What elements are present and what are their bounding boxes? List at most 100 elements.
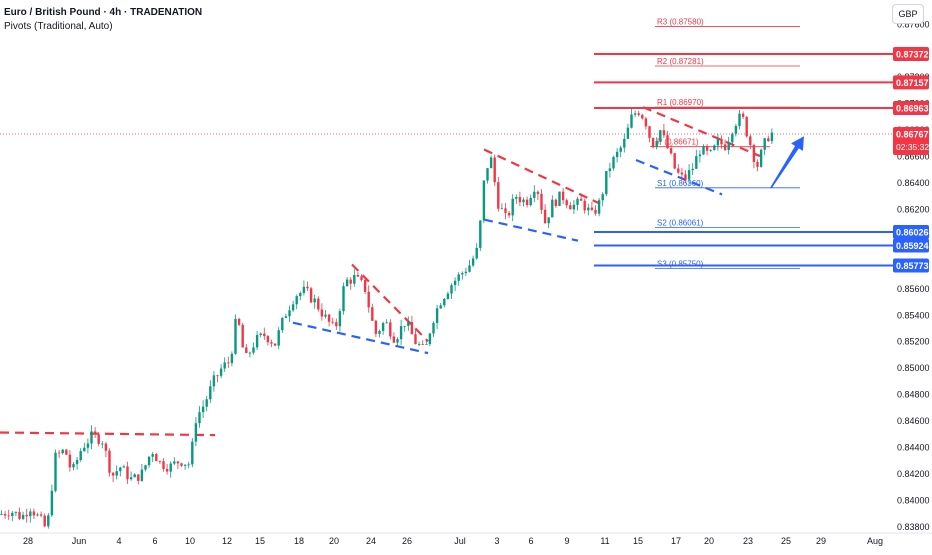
- candle: [259, 332, 262, 338]
- candle-body: [605, 170, 608, 195]
- candle-body: [176, 461, 180, 464]
- candle: [734, 123, 738, 137]
- x-tick-label: 26: [402, 536, 412, 546]
- candle: [594, 205, 597, 216]
- candle: [122, 464, 126, 468]
- candle: [716, 133, 720, 151]
- candle-body: [623, 138, 626, 148]
- candle-body: [770, 132, 774, 142]
- candle: [75, 457, 79, 470]
- y-tick-label: 0.87600: [897, 19, 930, 29]
- candle-body: [432, 322, 435, 334]
- y-tick-label: 0.84800: [897, 390, 930, 400]
- candle-body: [299, 292, 302, 297]
- candle: [612, 155, 615, 171]
- candle: [129, 471, 133, 481]
- candle-body: [227, 362, 230, 364]
- candle-body: [198, 412, 201, 424]
- price-axis[interactable]: [893, 0, 932, 550]
- resistance-trendline[interactable]: [483, 148, 601, 205]
- candle-body: [36, 514, 39, 516]
- x-tick-label: Aug: [867, 536, 883, 546]
- candle: [367, 285, 370, 313]
- candle: [47, 512, 50, 529]
- candle-body: [68, 454, 72, 468]
- candle-body: [479, 220, 482, 248]
- candle-body: [237, 318, 241, 325]
- candle: [119, 466, 122, 477]
- candle: [284, 313, 288, 319]
- candle-body: [597, 200, 601, 214]
- candle-body: [493, 157, 496, 183]
- candle: [554, 198, 558, 208]
- symbol-title[interactable]: Euro / British Pound · 4h · TRADENATION: [4, 7, 203, 18]
- candle: [327, 313, 331, 327]
- candle: [489, 155, 493, 169]
- support-level-tag: [893, 238, 929, 253]
- candle-body: [439, 305, 442, 309]
- candle: [299, 291, 302, 301]
- currency-button[interactable]: GBP: [892, 4, 924, 24]
- candle: [486, 168, 489, 184]
- candle-body: [583, 200, 586, 211]
- candle-body: [626, 127, 630, 139]
- resistance-trendline[interactable]: [642, 106, 761, 158]
- candle: [457, 272, 460, 286]
- support-trendline[interactable]: [292, 321, 429, 355]
- candle-body: [720, 138, 723, 145]
- candle-body: [713, 145, 716, 150]
- x-tick-label: 15: [255, 536, 265, 546]
- candle: [115, 465, 118, 480]
- candle: [651, 137, 655, 149]
- candle: [529, 194, 532, 207]
- candle-body: [727, 142, 730, 151]
- candle: [108, 448, 111, 477]
- resistance-trendline[interactable]: [0, 431, 216, 437]
- candle-body: [666, 135, 669, 149]
- y-tick-label: 0.85200: [897, 337, 930, 347]
- candle: [270, 339, 273, 347]
- candle: [219, 364, 223, 379]
- candle: [432, 321, 435, 337]
- candle-body: [342, 286, 345, 312]
- candle-body: [669, 148, 673, 154]
- x-tick-label: 6: [152, 536, 157, 546]
- indicator-label[interactable]: Pivots (Traditional, Auto): [4, 21, 113, 32]
- forecast-arrow[interactable]: [770, 136, 804, 189]
- candle-body: [126, 466, 129, 480]
- candle: [61, 448, 64, 455]
- candle: [378, 329, 381, 338]
- support-trendline[interactable]: [635, 159, 723, 196]
- candle-body: [255, 334, 259, 348]
- candle: [147, 456, 151, 468]
- candle: [191, 438, 194, 468]
- candle: [705, 144, 709, 156]
- candle: [723, 139, 727, 152]
- candle-body: [191, 441, 194, 465]
- candle: [68, 450, 72, 472]
- candle-body: [619, 147, 622, 152]
- candle: [597, 198, 601, 217]
- candle: [601, 192, 604, 207]
- candle-body: [317, 298, 320, 310]
- x-tick-label: 15: [633, 536, 643, 546]
- candle: [547, 217, 550, 229]
- candle: [396, 337, 399, 346]
- candle-body: [61, 449, 64, 454]
- candle-body: [403, 325, 406, 327]
- support-trendline[interactable]: [483, 218, 579, 242]
- candle: [29, 508, 32, 523]
- candle-body: [489, 157, 493, 169]
- candle-body: [450, 285, 453, 294]
- resistance-trendline[interactable]: [351, 263, 429, 342]
- candle-body: [475, 247, 478, 259]
- candle-body: [14, 511, 18, 513]
- candle-body: [468, 265, 471, 272]
- candle-body: [594, 209, 597, 214]
- candle: [479, 219, 482, 251]
- countdown-label: 02:35:32: [896, 142, 929, 152]
- candle-body: [11, 512, 14, 517]
- candle-body: [363, 279, 367, 292]
